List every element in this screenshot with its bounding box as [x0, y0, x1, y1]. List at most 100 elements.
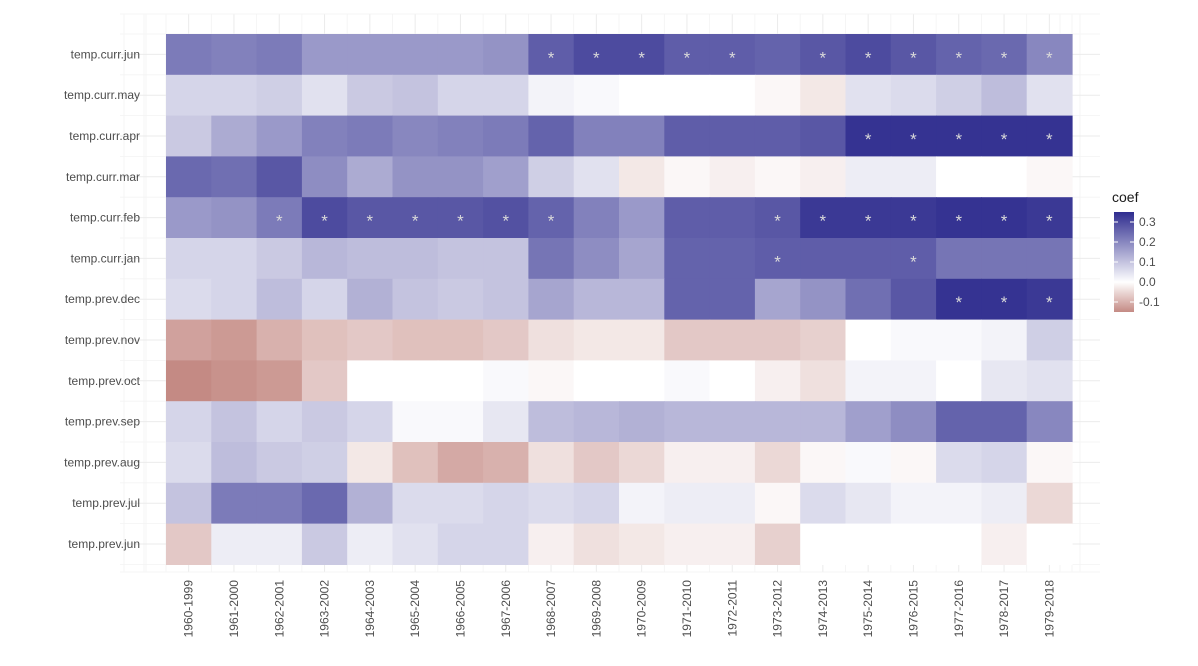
- heatmap-cell: [754, 278, 801, 321]
- significance-star: *: [910, 48, 917, 67]
- y-tick-label: temp.curr.apr: [69, 129, 140, 143]
- heatmap-cell: [981, 115, 1028, 157]
- heatmap-cell: [347, 278, 394, 321]
- x-tick-label: 1979-2018: [1042, 580, 1056, 638]
- significance-star: *: [548, 212, 555, 231]
- heatmap-cell: [754, 442, 801, 484]
- significance-star: *: [910, 212, 917, 231]
- heatmap-cell: [528, 523, 575, 565]
- heatmap-cell: [664, 156, 711, 198]
- x-tick-label: 1976-2015: [906, 580, 920, 638]
- heatmap-cell: [211, 523, 258, 565]
- heatmap-cell: [1026, 442, 1073, 484]
- heatmap-cells: [166, 34, 1073, 565]
- heatmap-cell: [890, 442, 937, 484]
- heatmap-cell: [573, 197, 620, 239]
- heatmap-cell: [483, 319, 529, 361]
- y-tick-label: temp.curr.feb: [70, 211, 140, 225]
- significance-star: *: [865, 130, 872, 149]
- x-tick-label: 1964-2003: [363, 580, 377, 638]
- significance-star: *: [910, 130, 917, 149]
- heatmap-cell: [890, 115, 937, 157]
- significance-star: *: [865, 212, 872, 231]
- heatmap-cell: [211, 442, 258, 484]
- heatmap-cell: [392, 197, 439, 239]
- color-legend: coef 0.3 0.2 0.1 0.0 -0.1: [1112, 189, 1160, 312]
- x-axis-tick-labels: 1960-1999 1961-2000 1962-2001 1963-2002 1964…: [182, 580, 1057, 638]
- significance-star: *: [910, 252, 917, 271]
- heatmap-cell: [437, 197, 484, 239]
- heatmap-cell: [981, 238, 1028, 280]
- heatmap-cell: [392, 34, 439, 76]
- heatmap-cell: [1026, 115, 1073, 157]
- heatmap-cell: [347, 360, 394, 402]
- heatmap-cell: [800, 197, 847, 239]
- heatmap-cell: [392, 401, 439, 443]
- heatmap-cell: [437, 401, 484, 443]
- heatmap-cell: [483, 360, 529, 402]
- heatmap-cell: [845, 74, 892, 117]
- heatmap-cell: [981, 74, 1028, 117]
- legend-title: coef: [1112, 189, 1139, 205]
- significance-star: *: [1001, 48, 1008, 67]
- legend-tick-label: 0.3: [1139, 215, 1156, 229]
- heatmap-cell: [981, 34, 1028, 76]
- heatmap-cell: [211, 115, 258, 157]
- significance-star: *: [321, 212, 328, 231]
- heatmap-cell: [664, 115, 711, 157]
- heatmap-cell: [754, 360, 801, 402]
- heatmap-cell: [754, 238, 801, 280]
- heatmap-cell: [528, 319, 575, 361]
- legend-tick-label: 0.1: [1139, 255, 1156, 269]
- heatmap-cell: [437, 115, 484, 157]
- heatmap-cell: [890, 74, 937, 117]
- heatmap-cell: [483, 197, 529, 239]
- heatmap-cell: [981, 401, 1028, 443]
- heatmap-cell: [347, 442, 394, 484]
- heatmap-cell: [800, 319, 847, 361]
- heatmap-cell: [528, 238, 575, 280]
- heatmap-cell: [166, 74, 212, 117]
- significance-star: *: [774, 252, 781, 271]
- heatmap-cell: [573, 442, 620, 484]
- heatmap-cell: [166, 34, 212, 76]
- significance-star: *: [502, 212, 509, 231]
- significance-star: *: [1001, 293, 1008, 312]
- heatmap-cell: [256, 360, 303, 402]
- heatmap-cell: [619, 523, 665, 565]
- heatmap-cell: [936, 74, 982, 117]
- x-tick-label: 1974-2013: [816, 580, 830, 638]
- heatmap-cell: [619, 360, 665, 402]
- heatmap-cell: [573, 34, 620, 76]
- x-tick-label: 1967-2006: [499, 580, 513, 638]
- heatmap-cell: [211, 360, 258, 402]
- heatmap-cell: [211, 238, 258, 280]
- x-tick-label: 1969-2008: [589, 580, 603, 638]
- y-tick-label: temp.prev.oct: [68, 374, 140, 388]
- heatmap-cell: [301, 115, 348, 157]
- x-tick-label: 1960-1999: [182, 580, 196, 638]
- y-tick-label: temp.curr.mar: [66, 170, 140, 184]
- heatmap-cell: [709, 319, 756, 361]
- heatmap-cell: [483, 278, 529, 321]
- legend-tick-label: 0.2: [1139, 235, 1156, 249]
- x-tick-label: 1973-2012: [771, 580, 785, 638]
- heatmap-cell: [800, 156, 847, 198]
- heatmap-cell: [800, 523, 847, 565]
- x-tick-label: 1970-2009: [635, 580, 649, 638]
- heatmap-cell: [528, 482, 575, 525]
- heatmap-cell: [301, 319, 348, 361]
- heatmap-cell: [754, 115, 801, 157]
- heatmap-cell: [256, 197, 303, 239]
- heatmap-cell: [890, 278, 937, 321]
- heatmap-cell: [392, 278, 439, 321]
- heatmap-cell: [573, 238, 620, 280]
- heatmap-cell: [1026, 197, 1073, 239]
- heatmap-cell: [890, 482, 937, 525]
- heatmap-cell: [528, 156, 575, 198]
- significance-star: *: [1046, 212, 1053, 231]
- heatmap-cell: [528, 197, 575, 239]
- heatmap-cell: [664, 523, 711, 565]
- heatmap-cell: [845, 197, 892, 239]
